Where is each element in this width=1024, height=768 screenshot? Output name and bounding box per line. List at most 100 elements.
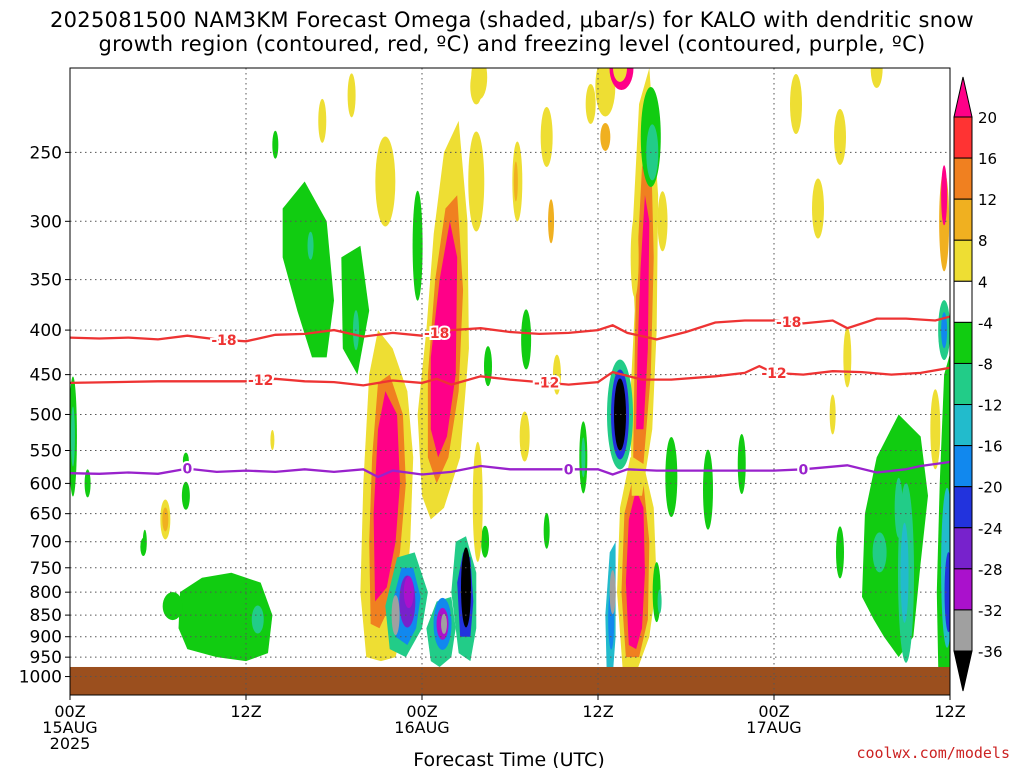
colorbar-swatch [953,280,973,323]
omega-blob [843,327,852,388]
omega-blob [812,178,824,239]
x-tick-label: 12Z [230,702,261,721]
omega-blob [270,430,275,451]
contour-label: 0 [798,462,808,478]
x-tick-label: 16AUG [394,718,449,737]
colorbar-bottom-arrow [953,650,973,692]
omega-region-green [282,181,334,358]
omega-blob [251,605,264,634]
omega-blob [182,452,189,469]
y-tick-label: 450 [30,366,62,386]
colorbar-label: 16 [978,150,997,168]
omega-blob [484,346,492,387]
omega-blob [900,522,909,623]
x-axis-label: Forecast Time (UTC) [413,749,604,768]
omega-blob [581,437,586,478]
colorbar-label: -12 [978,397,1003,415]
omega-minimum-black [461,547,471,628]
colorbar-label: 12 [978,191,997,209]
contour-labels: -18 -18 -18 -12 -12 -12 0 0 0 [180,313,810,480]
x-tick-label: 00Z [758,702,789,721]
omega-blob [403,576,414,609]
colorbar-swatch [953,362,973,406]
contour-label: -18 [211,333,236,349]
y-tick-label: 550 [30,442,62,462]
contour-line [70,364,950,387]
y-tick-label: 750 [30,559,62,579]
contour-label: -18 [424,326,449,342]
omega-region-pink [430,221,458,458]
contour-label: 0 [564,462,574,478]
chart-title-line-2: growth region (contoured, red, ºC) and f… [98,32,926,56]
omega-blob [600,122,611,151]
colorbar-swatch [953,239,973,282]
colorbar-label: -4 [978,314,993,332]
y-axis-ticks: 2503003504004505005506006507007508008509… [19,143,70,688]
colorbar-label: -32 [978,602,1003,620]
credit-link[interactable]: coolwx.com/models [856,744,1010,762]
omega-region-green [341,245,370,375]
x-tick-label: 00Z [54,702,85,721]
y-tick-label: 400 [30,321,62,341]
contour-label: -12 [534,376,559,392]
omega-blob [595,68,616,117]
omega-blob [521,309,532,370]
plot-frame [69,67,951,696]
y-tick-label: 700 [30,533,62,553]
omega-blob [307,231,314,260]
omega-blob [540,106,553,167]
omega-blob [630,217,639,298]
omega-blob [84,469,91,498]
y-tick-label: 350 [30,271,62,291]
colorbar-top-arrow [953,76,973,118]
chart-title-line-1: 2025081500 NAM3KM Forecast Omega (shaded… [49,8,975,32]
x-tick-label: 12Z [934,702,965,721]
omega-blob [829,394,836,435]
omega-blob [375,136,396,227]
x-tick-label: 17AUG [746,718,801,737]
colorbar-label: 8 [978,232,988,250]
below-ground-surface [70,666,950,695]
colorbar-label: -8 [978,355,993,373]
colorbar-swatch [953,321,973,364]
y-tick-label: 900 [30,628,62,648]
omega-region-pink [636,195,650,430]
omega-blob [412,190,423,301]
contour-label: -12 [761,366,786,382]
omega-blob [790,74,802,135]
colorbar-swatch [953,198,973,241]
x-tick-label: 12Z [582,702,613,721]
omega-blob [70,406,75,467]
omega-blob [162,592,183,621]
omega-blob [472,441,483,562]
omega-blob [471,68,488,100]
colorbar-swatch [953,445,973,488]
y-tick-label: 1000 [19,668,62,688]
colorbar-label: 20 [978,109,997,127]
colorbar-swatch [953,527,973,570]
contour-label: -18 [776,315,801,331]
x-tick-label: 2025 [50,734,91,753]
y-tick-label: 250 [30,143,62,163]
omega-blob [941,312,948,349]
colorbar-label: -28 [978,561,1003,579]
omega-blob [657,191,668,252]
colorbar-label: -24 [978,520,1003,538]
contour-line [70,460,950,479]
omega-region-green [178,572,273,662]
omega-blob [834,108,846,165]
colorbar-label: -20 [978,479,1003,497]
omega-region-pink [625,489,645,650]
omega-blob [836,526,844,579]
omega-blob [272,130,279,159]
colorbar-label: 4 [978,273,988,291]
y-tick-label: 500 [30,405,62,425]
omega-blob [318,98,327,143]
omega-blob [181,481,190,510]
omega-blob [703,449,713,530]
omega-blob [657,589,662,614]
colorbar-label: -36 [978,643,1003,661]
x-tick-label: 15AUG [42,718,97,737]
colorbar-swatch [953,116,973,159]
